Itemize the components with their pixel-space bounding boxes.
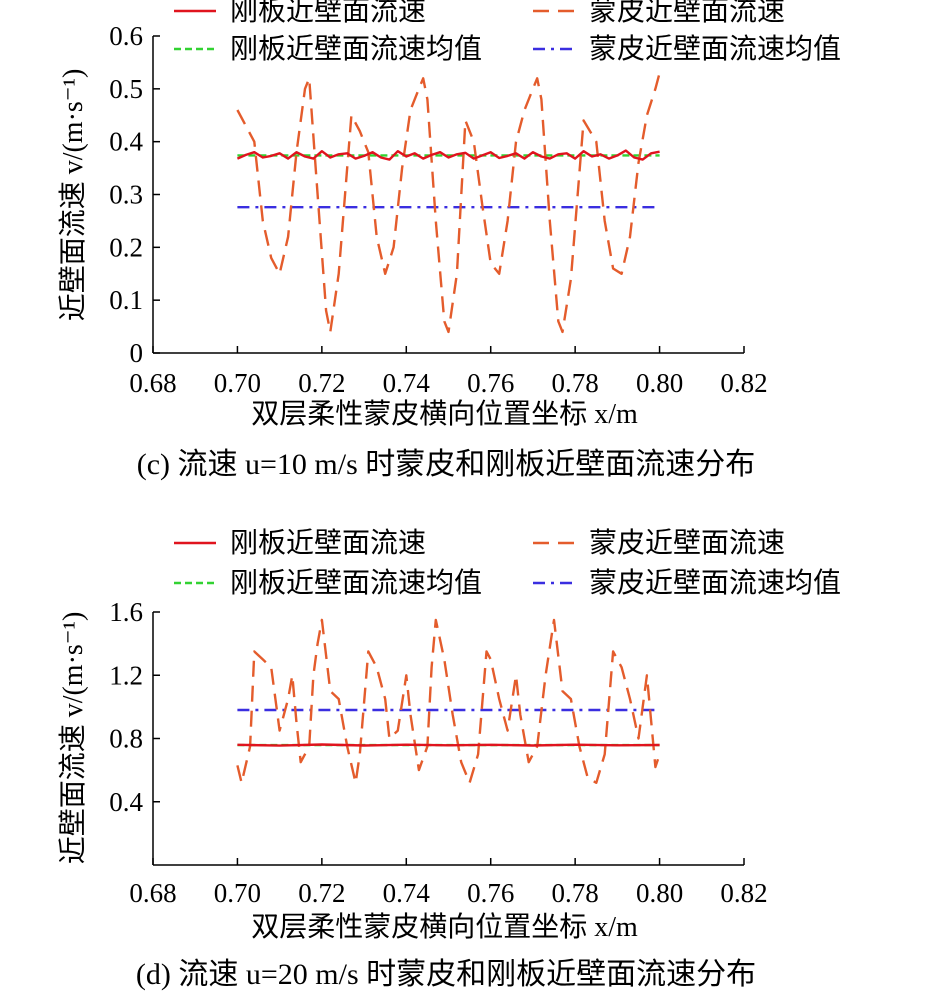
x-tick-label: 0.80 (636, 368, 683, 398)
y-tick-label: 0.1 (109, 285, 143, 315)
y-tick-label: 0.4 (109, 787, 143, 817)
y-tick-label: 0.3 (109, 180, 143, 210)
x-axis-label: 双层柔性蒙皮横向位置坐标 x/m (251, 398, 638, 430)
legend-label: 蒙皮近壁面流速 (589, 527, 785, 559)
x-tick-label: 0.82 (720, 878, 767, 908)
chart-panel-1: 0.4 0.8 1.2 1.6 0.68 0.70 0.72 0.74 0.76 0.78 0.80… (57, 527, 841, 991)
series-line-1 (236, 618, 661, 784)
x-tick-label: 0.78 (552, 368, 599, 398)
y-tick-label: 0.6 (109, 21, 143, 51)
x-tick-label: 0.68 (129, 878, 176, 908)
legend-label: 蒙皮近壁面流速 (589, 0, 785, 27)
y-axis-label: 近壁面流速 v/(m·s⁻¹) (57, 612, 89, 865)
x-tick-label: 0.72 (298, 878, 345, 908)
legend-label: 刚板近壁面流速均值 (230, 567, 482, 599)
chart-panel-0: 0 0.1 0.2 0.3 0.4 0.5 0.6 0.68 0.70 0.72 0.74 0.76 0… (57, 0, 841, 481)
x-tick-label: 0.76 (467, 368, 514, 398)
series-line-0 (237, 743, 660, 747)
x-tick-label: 0.74 (383, 368, 431, 398)
panel-caption: (d) 流速 u=20 m/s 时蒙皮和刚板近壁面流速分布 (136, 958, 756, 991)
x-tick-label: 0.82 (720, 368, 767, 398)
series-line-0 (236, 149, 660, 161)
x-tick-label: 0.74 (383, 878, 431, 908)
x-axis-label: 双层柔性蒙皮横向位置坐标 x/m (251, 911, 638, 943)
legend-label: 刚板近壁面流速 (230, 527, 426, 559)
y-tick-label: 0.5 (109, 74, 143, 104)
series-line-1 (236, 72, 661, 334)
x-tick-label: 0.80 (636, 878, 683, 908)
legend-label: 蒙皮近壁面流速均值 (589, 567, 841, 599)
panel-caption: (c) 流速 u=10 m/s 时蒙皮和刚板近壁面流速分布 (137, 448, 756, 481)
y-tick-label: 0 (130, 338, 144, 368)
y-axis-label: 近壁面流速 v/(m·s⁻¹) (57, 69, 89, 322)
legend-label: 刚板近壁面流速均值 (230, 33, 482, 65)
x-tick-label: 0.68 (129, 368, 176, 398)
x-tick-label: 0.70 (214, 368, 261, 398)
y-tick-label: 0.4 (109, 127, 143, 157)
y-tick-label: 1.2 (109, 660, 143, 690)
y-tick-label: 0.8 (109, 724, 143, 754)
y-tick-label: 0.2 (109, 232, 143, 262)
legend-label: 蒙皮近壁面流速均值 (589, 33, 841, 65)
y-tick-label: 1.6 (109, 597, 143, 627)
x-tick-label: 0.70 (214, 878, 261, 908)
x-tick-label: 0.76 (467, 878, 514, 908)
x-tick-label: 0.78 (552, 878, 599, 908)
x-tick-label: 0.72 (298, 368, 345, 398)
legend-label: 刚板近壁面流速 (230, 0, 426, 27)
